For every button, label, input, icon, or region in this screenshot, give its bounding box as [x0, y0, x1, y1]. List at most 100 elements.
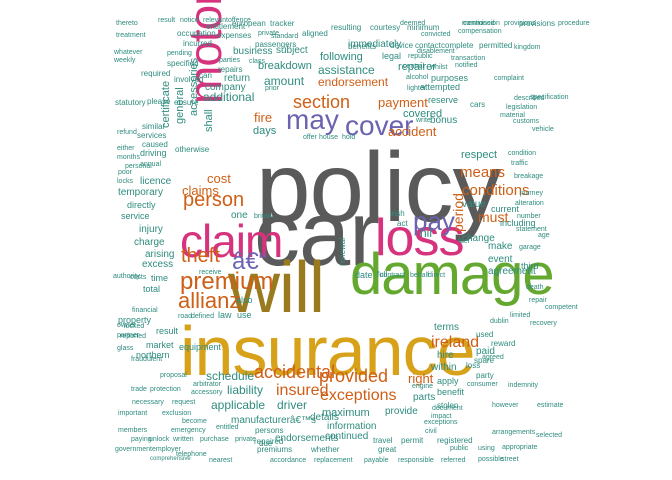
word-trade: trade	[131, 386, 147, 393]
word-necessary: necessary	[132, 399, 164, 406]
word-also: also	[236, 295, 253, 305]
word-please: please	[147, 97, 171, 106]
word-members: members	[118, 427, 148, 434]
word-become: become	[182, 418, 207, 425]
word-journey: journey	[520, 190, 543, 197]
word-subject: subject	[276, 45, 308, 56]
word-recovery: recovery	[530, 320, 557, 327]
word-annual: annual	[140, 161, 162, 168]
word-limited: limited	[510, 312, 531, 319]
word-statutory: statutory	[115, 98, 146, 107]
word-permitted: permitted	[479, 41, 513, 50]
word-fraudulent: fraudulent	[131, 356, 163, 363]
word-similar: similar	[142, 122, 166, 131]
word-minimum: minimum	[407, 23, 440, 32]
word-endorsements: endorsements	[275, 433, 339, 444]
word-glass: glass	[117, 345, 134, 352]
word-deemed: deemed	[400, 20, 426, 27]
word-class: class	[249, 58, 265, 65]
word-liability: liability	[227, 383, 264, 397]
word-employer: employer	[152, 446, 181, 453]
word-number: number	[517, 213, 541, 220]
word-arrangements: arrangements	[492, 429, 536, 436]
word-compensation: compensation	[458, 28, 502, 35]
word-directly: directly	[127, 200, 156, 210]
word-additional: additional	[203, 90, 255, 104]
word-means: means	[460, 164, 506, 181]
word-house: house	[319, 134, 339, 141]
word-return: return	[224, 73, 251, 84]
word-possible: possible	[478, 456, 504, 463]
word-breakage: breakage	[514, 173, 544, 180]
word-direct: direct	[428, 272, 446, 279]
word-death: death	[526, 284, 544, 291]
word-aligned: aligned	[302, 29, 328, 38]
word-information: information	[327, 421, 377, 432]
word-road: road	[178, 313, 193, 320]
word-customs: customs	[513, 118, 540, 125]
word-will: will	[228, 248, 325, 328]
word-engine: engine	[412, 383, 434, 390]
word-provide: provide	[385, 406, 418, 417]
word-insured: insured	[276, 382, 329, 399]
word-provided: provided	[319, 366, 389, 386]
word-reward: reward	[491, 339, 516, 348]
word-equipment: equipment	[179, 342, 222, 352]
word-nearest: nearest	[209, 457, 233, 464]
word-breakdown: breakdown	[258, 60, 312, 72]
word-loss: loss	[466, 361, 481, 370]
word-receive: receive	[199, 269, 222, 276]
word-make: make	[488, 241, 513, 252]
word-accidental: accidental	[254, 362, 336, 382]
word-respect: respect	[461, 149, 498, 161]
word-driving: driving	[140, 148, 167, 158]
word-kingdom: kingdom	[514, 44, 541, 51]
word-write: write	[416, 117, 431, 124]
word-repairs: repairs	[218, 65, 243, 74]
word-whilst: whilst	[430, 64, 448, 71]
word-written: written	[173, 436, 194, 443]
word-conditions: conditions	[462, 182, 530, 199]
word-repair: repair	[529, 297, 547, 304]
word-ireland: ireland	[431, 334, 480, 351]
word-within: within	[431, 362, 457, 373]
word-registered: registered	[437, 436, 473, 445]
word-time: time	[151, 273, 169, 283]
word-expenses: expenses	[217, 31, 252, 40]
word-manufacturer-s: manufacturerâ€™s	[231, 415, 317, 426]
word-agreement: agreement	[488, 266, 536, 277]
word-impact: impact	[431, 413, 452, 420]
word-central: central	[403, 63, 425, 70]
word-used: used	[476, 330, 494, 339]
word-important: important	[118, 410, 148, 417]
word-act: act	[397, 219, 408, 228]
word-transaction: transaction	[451, 55, 486, 62]
word-assistance: assistance	[318, 63, 375, 77]
word-event: event	[488, 254, 513, 265]
word-current: current	[491, 204, 520, 214]
word-offence: offence	[228, 17, 251, 24]
word-loss: loss	[375, 209, 464, 267]
word-incurred: incurred	[183, 39, 212, 48]
word-renewal: renewal	[338, 237, 347, 266]
word-exclusion: exclusion	[162, 410, 192, 417]
word-unlock: unlock	[149, 436, 170, 443]
word-prior: prior	[265, 85, 280, 92]
word-arbitrator: arbitrator	[193, 381, 222, 388]
word-terms: terms	[434, 322, 459, 333]
word-market: market	[146, 340, 174, 350]
word-result: result	[156, 326, 179, 336]
word-alteration: alteration	[515, 200, 544, 207]
word-policy: policy	[256, 132, 502, 242]
word-protection: protection	[150, 386, 181, 393]
word-whatever: whatever	[114, 49, 143, 56]
word-charge: charge	[134, 237, 165, 248]
word-complete: complete	[441, 41, 474, 50]
word-comprehensive: comprehensive	[150, 456, 191, 462]
word-car: car	[254, 183, 380, 285]
word-material: material	[500, 112, 525, 119]
word-travel: travel	[373, 436, 393, 445]
word-convicted: convicted	[421, 31, 451, 38]
word-must: must	[478, 209, 509, 225]
